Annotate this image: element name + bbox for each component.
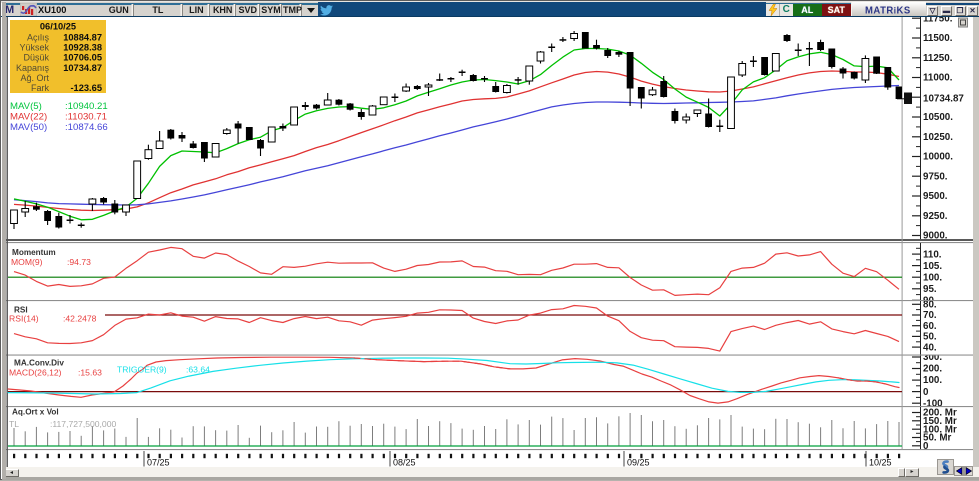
svg-text:10884.87: 10884.87 [63,33,102,43]
svg-text:Kapanış: Kapanış [16,63,50,73]
svg-text:9000.: 9000. [923,231,948,242]
svg-text::10874.66: :10874.66 [65,122,108,133]
svg-text:10500.: 10500. [923,112,953,123]
svg-text::15.63: :15.63 [78,368,102,378]
svg-text:TRIGGER(9): TRIGGER(9) [117,365,167,375]
svg-text:RSI: RSI [14,306,28,315]
svg-text::117,727,500,000: :117,727,500,000 [50,419,116,429]
svg-text:0: 0 [923,441,929,452]
svg-text:11500.: 11500. [923,33,953,44]
svg-text:08/25: 08/25 [393,458,416,468]
svg-text:MACD(26,12): MACD(26,12) [9,368,62,378]
svg-text:10250.: 10250. [923,132,953,143]
svg-text:9500.: 9500. [923,191,948,202]
svg-text:TL: TL [9,419,19,429]
svg-text:11750.: 11750. [923,17,953,24]
svg-text:10/25: 10/25 [869,458,892,468]
svg-text:Düşük: Düşük [23,53,49,63]
svg-text:Ağ. Ort: Ağ. Ort [20,73,49,83]
svg-text:11250.: 11250. [923,53,953,64]
svg-text:100. Mr: 100. Mr [923,424,957,435]
svg-text:11000.: 11000. [923,73,953,84]
svg-text:RSI(14): RSI(14) [9,313,39,323]
svg-text::42.2478: :42.2478 [63,313,97,323]
svg-text:60.: 60. [923,321,937,332]
svg-text::11030.71: :11030.71 [65,112,107,123]
svg-text:06/10/25: 06/10/25 [40,22,76,32]
svg-text:200.: 200. [923,364,942,375]
svg-text::94.73: :94.73 [67,257,91,267]
svg-text:10706.05: 10706.05 [63,53,102,63]
svg-text:MA.Conv.Div: MA.Conv.Div [14,359,64,368]
svg-text:Açılış: Açılış [27,33,50,43]
svg-text:200. Mr: 200. Mr [923,408,957,419]
svg-text:Fark: Fark [31,83,50,93]
svg-text:90: 90 [923,296,934,307]
svg-text:100.: 100. [923,375,942,386]
svg-text:70.: 70. [923,310,937,321]
svg-text:MAV(22): MAV(22) [10,112,47,123]
svg-text:150. Mr: 150. Mr [923,416,957,427]
svg-text:0: 0 [923,387,929,398]
svg-text:80.: 80. [923,300,937,311]
svg-text:MAV(5): MAV(5) [10,101,42,112]
svg-text:10928.38: 10928.38 [63,43,102,53]
svg-text:09/25: 09/25 [627,458,650,468]
svg-text:300.: 300. [923,352,942,363]
svg-text:10000.: 10000. [923,152,953,163]
svg-text:95.: 95. [923,284,937,295]
svg-text:100.: 100. [923,272,942,283]
svg-text:07/25: 07/25 [147,458,170,468]
svg-text:Yüksek: Yüksek [19,43,49,53]
svg-text:-100: -100 [923,398,943,409]
svg-text:10734.87: 10734.87 [923,94,964,105]
svg-text:40.: 40. [923,342,937,353]
svg-text:MOM(9): MOM(9) [11,257,43,267]
svg-text:110.: 110. [923,249,942,260]
svg-text::10940.21: :10940.21 [65,101,108,112]
svg-text::63.64: :63.64 [186,365,210,375]
svg-text:Momentum: Momentum [12,248,56,257]
svg-text:9750.: 9750. [923,171,948,182]
svg-text:105.: 105. [923,261,942,272]
svg-text:10734.87: 10734.87 [63,63,102,73]
svg-text:50. Mr: 50. Mr [923,433,952,444]
svg-text:50.: 50. [923,332,937,343]
svg-text:9250.: 9250. [923,211,948,222]
svg-text:Aq.Ort x Vol: Aq.Ort x Vol [12,408,59,417]
svg-text:MAV(50): MAV(50) [10,122,47,133]
svg-text:-123.65: -123.65 [70,83,102,93]
